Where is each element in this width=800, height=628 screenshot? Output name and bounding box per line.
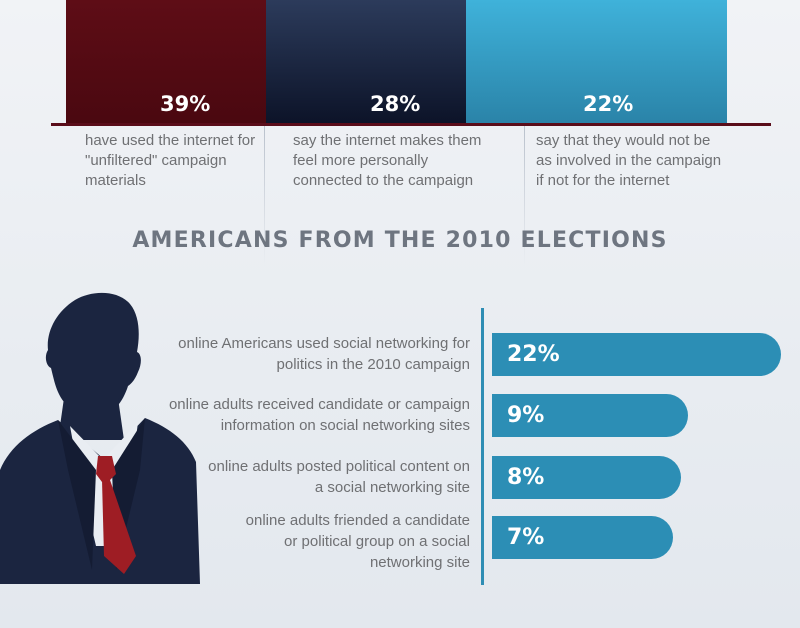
bar-22-percent: 22% xyxy=(466,0,727,124)
column-divider xyxy=(264,126,265,266)
hbar-value-label: 9% xyxy=(507,403,545,428)
hbar-friended-candidate xyxy=(492,516,673,559)
bar-39-percent: 39% xyxy=(66,0,266,124)
row-label: online Americans used social networking … xyxy=(178,335,470,373)
hbar-received-info xyxy=(492,394,688,437)
bar-value-label: 22% xyxy=(583,92,634,116)
person-silhouette-icon xyxy=(0,292,200,584)
chart-baseline xyxy=(51,123,771,126)
row-label: online adults friended a candidate or po… xyxy=(245,512,470,571)
bar-description: say the internet makes them feel more pe… xyxy=(293,132,482,189)
bar-value-label: 39% xyxy=(160,92,211,116)
chart-axis-line xyxy=(481,308,484,585)
bar-28-percent: 28% xyxy=(266,0,466,124)
column-divider xyxy=(524,126,525,266)
bar-description: say that they would not be as involved i… xyxy=(536,132,722,189)
row-label: online adults posted political content o… xyxy=(208,458,470,496)
row-label: online adults received candidate or camp… xyxy=(168,396,470,434)
hbar-posted-content xyxy=(492,456,681,499)
hbar-value-label: 22% xyxy=(507,342,560,367)
hbar-social-networking-politics xyxy=(492,333,781,376)
section-heading: AMERICANS FROM THE 2010 ELECTIONS xyxy=(132,228,668,253)
bar-value-label: 28% xyxy=(370,92,421,116)
bar-description: have used the internet for "unfiltered" … xyxy=(85,132,256,189)
hbar-value-label: 8% xyxy=(507,465,545,490)
hbar-value-label: 7% xyxy=(507,525,545,550)
